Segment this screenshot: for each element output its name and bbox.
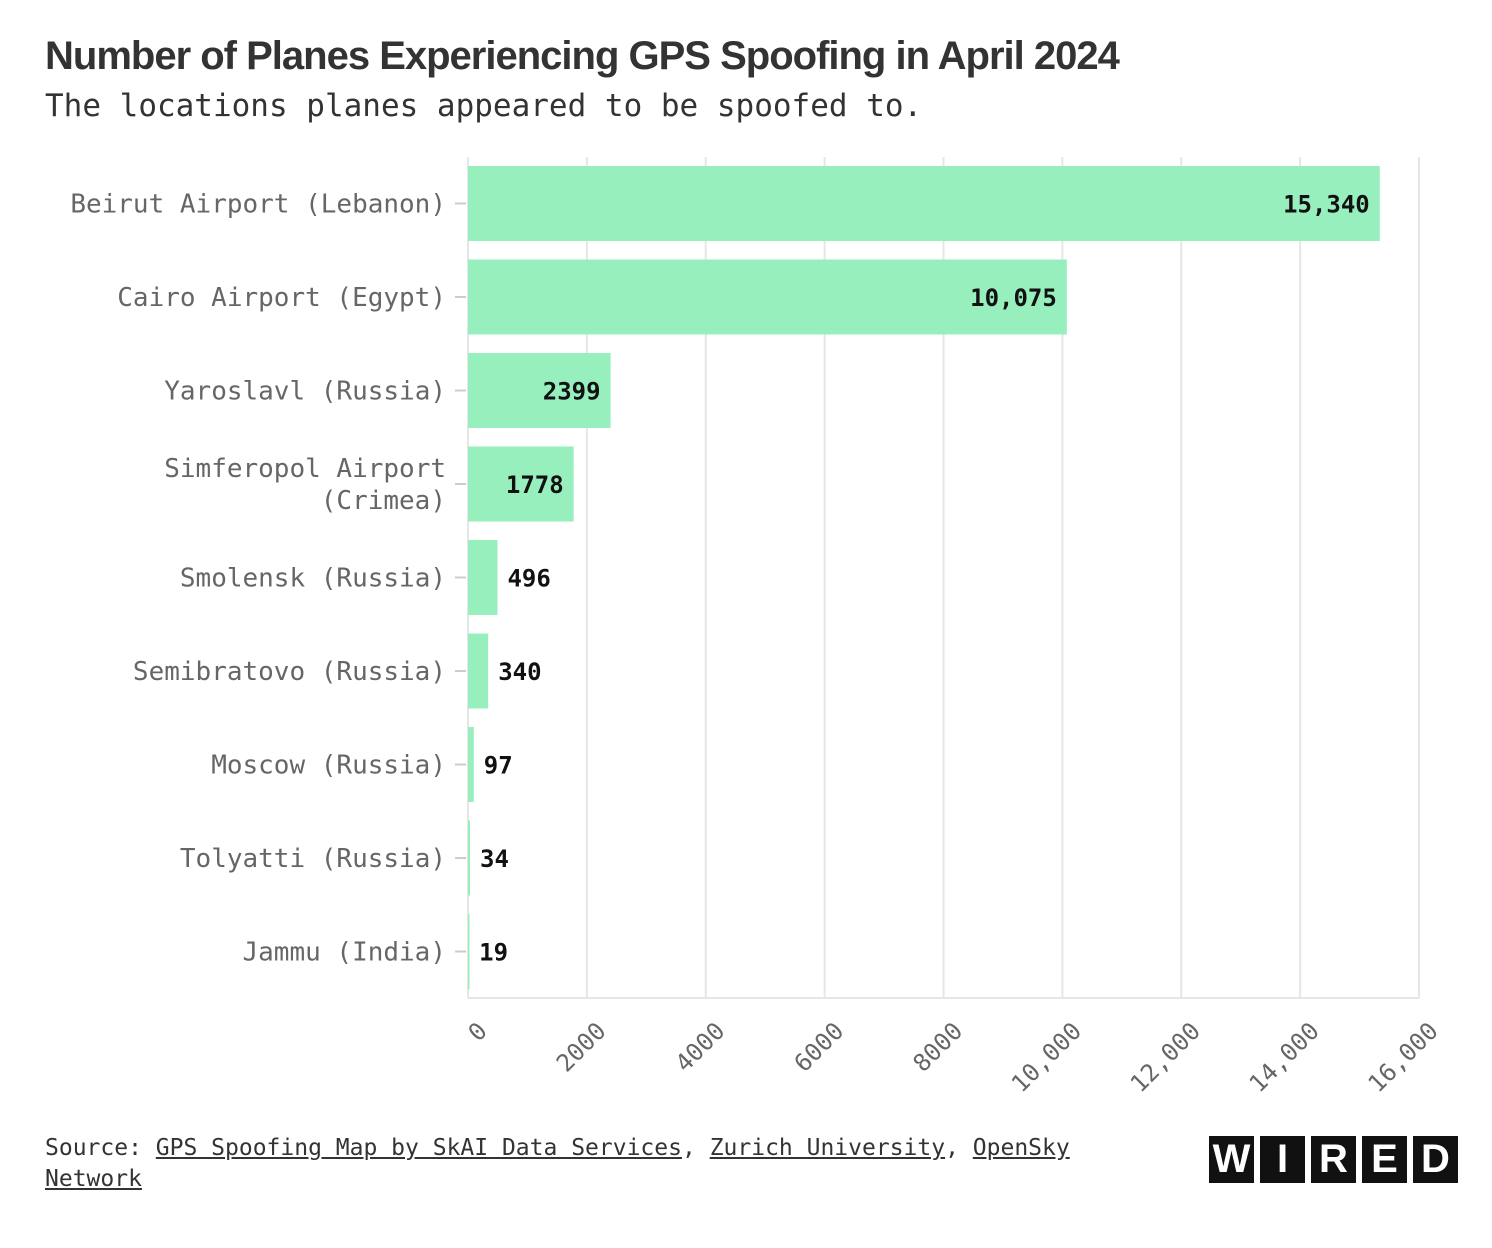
category-label: Yaroslavl (Russia) bbox=[164, 377, 446, 407]
x-tick-label: 4000 bbox=[670, 1017, 731, 1078]
bar bbox=[468, 633, 489, 709]
chart-title: Number of Planes Experiencing GPS Spoofi… bbox=[45, 34, 1120, 78]
category-label: Tolyatti (Russia) bbox=[180, 844, 446, 874]
value-label: 1778 bbox=[506, 471, 564, 499]
x-tick-label: 8000 bbox=[908, 1017, 969, 1078]
x-tick-label: 2000 bbox=[551, 1017, 612, 1078]
x-tick-label: 16,000 bbox=[1363, 1017, 1444, 1098]
category-label: Jammu (India) bbox=[243, 938, 447, 968]
x-tick-label: 14,000 bbox=[1244, 1017, 1325, 1098]
category-label: Cairo Airport (Egypt) bbox=[117, 283, 446, 313]
bar bbox=[468, 446, 574, 522]
logo-letter: R bbox=[1311, 1136, 1356, 1183]
value-label: 10,075 bbox=[970, 284, 1057, 312]
source-note: Source: GPS Spoofing Map by SkAI Data Se… bbox=[45, 1133, 1165, 1195]
source-separator: , bbox=[681, 1135, 710, 1161]
source-link-zurich-university[interactable]: Zurich University bbox=[709, 1135, 946, 1161]
value-label: 97 bbox=[484, 752, 513, 780]
value-label: 19 bbox=[479, 939, 508, 967]
bar bbox=[468, 259, 1067, 335]
wired-logo: W I R E D bbox=[1209, 1136, 1458, 1183]
logo-letter: W bbox=[1209, 1136, 1254, 1183]
value-label: 340 bbox=[498, 658, 541, 686]
category-label: Moscow (Russia) bbox=[211, 751, 446, 781]
logo-letter: E bbox=[1362, 1136, 1407, 1183]
chart-subtitle: The locations planes appeared to be spoo… bbox=[45, 88, 923, 124]
category-label: Semibratovo (Russia) bbox=[133, 657, 446, 687]
logo-letter: D bbox=[1413, 1136, 1458, 1183]
bar bbox=[468, 727, 474, 802]
category-label: Beirut Airport (Lebanon) bbox=[70, 190, 446, 220]
bar bbox=[468, 820, 471, 896]
value-label: 496 bbox=[507, 565, 550, 593]
x-tick-label: 6000 bbox=[789, 1017, 850, 1078]
source-separator: , bbox=[945, 1135, 973, 1161]
category-label: Simferopol Airport bbox=[164, 454, 446, 484]
bar bbox=[468, 540, 498, 615]
x-tick-label: 12,000 bbox=[1125, 1017, 1206, 1098]
source-link-opensky-network[interactable]: OpenSky Network bbox=[45, 1135, 1070, 1192]
source-link-gps-spoofing-map[interactable]: GPS Spoofing Map by SkAI Data Services bbox=[155, 1135, 682, 1161]
bar bbox=[468, 353, 611, 428]
bar bbox=[468, 166, 1380, 241]
value-label: 2399 bbox=[543, 378, 601, 406]
x-tick-label: 10,000 bbox=[1006, 1017, 1087, 1098]
bar bbox=[468, 914, 470, 989]
logo-letter: I bbox=[1260, 1136, 1305, 1183]
source-prefix: Source: bbox=[45, 1135, 156, 1161]
value-label: 34 bbox=[480, 845, 509, 873]
category-label: Smolensk (Russia) bbox=[180, 564, 446, 594]
value-label: 15,340 bbox=[1283, 191, 1370, 219]
category-label: (Crimea) bbox=[321, 486, 446, 516]
x-tick-label: 0 bbox=[463, 1017, 493, 1047]
